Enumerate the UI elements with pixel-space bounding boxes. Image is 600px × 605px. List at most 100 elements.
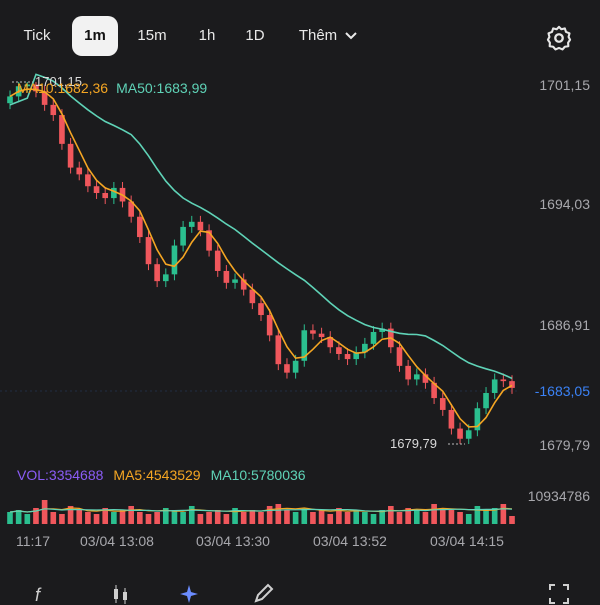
volume-bar [50, 512, 57, 524]
svg-text:f: f [35, 585, 42, 605]
pen-icon[interactable] [252, 583, 274, 605]
candle-body [128, 201, 134, 217]
volume-bar [284, 510, 290, 524]
tab-tick[interactable]: Tick [23, 27, 51, 44]
volume-bar [85, 512, 91, 524]
candle-body [249, 289, 256, 304]
price-tick-3: 1686,91 [539, 317, 590, 333]
price-tick-2: 1694,03 [539, 196, 590, 212]
candle-body [353, 352, 360, 360]
volume-bar [275, 504, 282, 524]
high-price-marker: 1701,15 [35, 74, 82, 89]
volume-bar [362, 512, 368, 524]
volume-bar [188, 506, 195, 524]
candle-body [275, 335, 282, 365]
candle-body [448, 409, 455, 429]
candle-body [474, 408, 481, 431]
screenshot-icon[interactable] [548, 583, 570, 605]
chevron-down-icon [345, 32, 357, 40]
timeframe-tabs: Tick 1m 15m 1h 1D Thêm [0, 0, 600, 72]
volume-bar [93, 514, 100, 524]
candle-body [422, 374, 429, 383]
current-price-value: 1683,05 [539, 383, 590, 399]
candle-body [171, 245, 178, 275]
candle-body [197, 221, 204, 231]
volume-bar [128, 506, 134, 524]
sparkle-icon[interactable] [178, 583, 200, 605]
time-tick-3: 03/04 13:30 [196, 533, 270, 549]
tab-more[interactable]: Thêm [288, 16, 368, 56]
candle-body [85, 174, 91, 187]
candle-body [465, 430, 472, 439]
volume-bar [41, 500, 48, 524]
volume-bar [67, 506, 74, 524]
tab-1m[interactable]: 1m [72, 16, 118, 56]
candle-body [336, 347, 342, 355]
time-tick-4: 03/04 13:52 [313, 533, 387, 549]
volume-bar [422, 512, 429, 524]
time-tick-5: 03/04 14:15 [430, 533, 504, 549]
volume-bar [7, 512, 13, 524]
vol-ma5-label: MA5:4543529 [113, 467, 201, 483]
volume-bar [301, 508, 308, 524]
volume-bar [344, 512, 351, 524]
volume-bar [223, 514, 230, 524]
function-icon[interactable]: f [30, 583, 52, 605]
candle-body [162, 274, 169, 282]
volume-bar [310, 512, 316, 524]
volume-bar [388, 506, 394, 524]
volume-bar [76, 510, 83, 524]
ma50-line [9, 73, 513, 380]
volume-bar [439, 508, 446, 524]
candle-body [67, 143, 74, 168]
candle-body [362, 343, 368, 353]
volume-bar [249, 510, 256, 524]
volume-bar [483, 510, 489, 524]
volume-bar [240, 512, 247, 524]
candle-body [284, 364, 290, 373]
volume-bar [214, 510, 221, 524]
volume-bar [154, 512, 160, 524]
volume-bar [379, 510, 385, 524]
candle-body [310, 330, 316, 334]
volume-bar [102, 508, 109, 524]
ma10-label: MA10:1682,36 [17, 80, 109, 96]
low-price-marker: 1679,79 [390, 436, 437, 451]
candlestick-icon[interactable] [110, 583, 132, 605]
candle-body [154, 264, 160, 282]
volume-bar [353, 510, 360, 524]
volume-bar [162, 508, 169, 524]
volume-bar [327, 514, 334, 524]
volume-bar [413, 510, 420, 524]
ma-legend: MA10:1682,36 MA50:1683,99 [17, 80, 215, 96]
volume-bar [457, 512, 463, 524]
tab-1d[interactable]: 1D [245, 27, 265, 44]
candle-body [111, 187, 117, 199]
candle-body [396, 347, 403, 366]
volume-bar [119, 510, 126, 524]
volume-axis-max: 10934786 [527, 488, 590, 504]
volume-bar [24, 514, 31, 524]
candle-body [180, 226, 186, 246]
price-tick-1: 1701,15 [539, 77, 590, 93]
candle-body [344, 354, 351, 360]
candle-body [206, 230, 212, 251]
candle-body [413, 374, 420, 380]
tab-1h[interactable]: 1h [198, 27, 216, 44]
tab-15m[interactable]: 15m [137, 27, 167, 44]
volume-bar [465, 514, 472, 524]
chart-toolbar: f [0, 575, 600, 605]
volume-bar [232, 508, 238, 524]
price-tick-4: 1679,79 [539, 437, 590, 453]
candle-body [145, 237, 152, 265]
candle-body [76, 167, 83, 175]
candle-body [7, 96, 13, 104]
candle-body [370, 331, 377, 344]
volume-bar [266, 506, 273, 524]
vol-ma10-label: MA10:5780036 [210, 467, 306, 483]
candle-body [102, 193, 109, 199]
volume-bar [370, 514, 377, 524]
volume-bar [509, 516, 515, 524]
gear-icon[interactable] [545, 24, 573, 52]
